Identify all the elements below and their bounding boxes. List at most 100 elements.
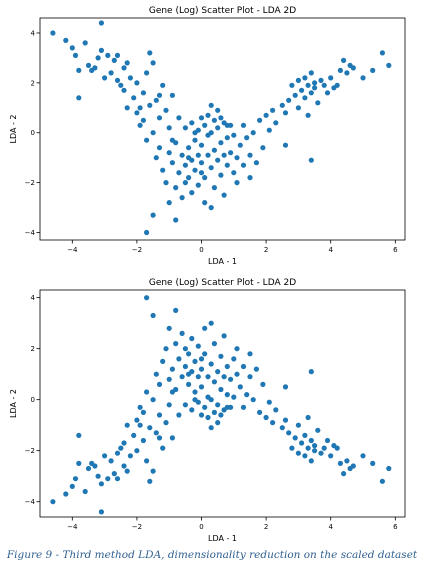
chart1-scatter-point — [182, 162, 188, 168]
chart2-scatter-point — [124, 422, 130, 428]
chart2-scatter-point — [334, 445, 340, 451]
chart2-scatter-point — [173, 341, 179, 347]
chart1-scatter-point — [50, 30, 56, 36]
chart1-x-tick-label: 0 — [199, 246, 203, 254]
chart1-scatter-point — [82, 40, 88, 46]
chart1-scatter-point — [205, 112, 211, 118]
chart1-scatter-point — [137, 105, 143, 111]
chart1-scatter-point — [144, 229, 150, 236]
chart2-scatter-point — [150, 468, 156, 474]
chart2-scatter-point — [198, 412, 205, 418]
chart1-scatter-point — [121, 65, 127, 71]
chart2-scatter-point — [121, 440, 127, 446]
chart1-scatter-point — [76, 67, 82, 73]
chart1-scatter-point — [69, 45, 75, 51]
chart2-scatter-point — [102, 453, 108, 459]
chart1-scatter-point — [173, 185, 179, 191]
chart1-scatter-point — [215, 157, 221, 163]
chart1-x-tick-label: −4 — [67, 246, 78, 254]
chart2-scatter-point — [169, 366, 175, 372]
chart1-scatter-point — [192, 130, 198, 136]
chart1-scatter-point — [305, 112, 311, 118]
chart1-scatter-point — [282, 142, 289, 148]
chart1-scatter-point — [140, 117, 146, 123]
chart1-scatter-point — [308, 70, 314, 76]
chart1-scatter-point — [386, 62, 392, 68]
chart2-scatter-point — [295, 450, 301, 456]
chart1-scatter-point — [250, 130, 256, 136]
chart2-scatter-point — [134, 417, 140, 423]
chart2-scatter-point — [324, 437, 331, 444]
chart1-scatter-point — [92, 65, 98, 71]
chart2-scatter-point — [163, 420, 169, 426]
chart2-x-tick-label: 4 — [328, 523, 333, 531]
chart2-scatter-point — [379, 478, 385, 484]
chart2-scatter-point — [218, 412, 224, 418]
chart1-scatter-point — [379, 50, 385, 56]
chart1-scatter-point — [195, 152, 201, 158]
chart2-scatter-point — [337, 460, 343, 466]
chart2-scatter-point — [147, 478, 153, 484]
chart1-scatter-point — [208, 165, 214, 171]
chart2-scatter-point — [215, 402, 221, 408]
chart2-scatter-point — [308, 369, 314, 375]
chart1-y-tick-label: 4 — [31, 29, 36, 37]
chart1-title: Gene (Log) Scatter Plot - LDA 2D — [149, 6, 296, 16]
chart2-scatter-point — [386, 465, 392, 472]
chart2-scatter-point — [215, 369, 221, 375]
chart1-scatter-point — [179, 195, 185, 201]
chart1-scatter-point — [127, 75, 133, 81]
chart1-scatter-point — [247, 152, 253, 158]
chart2-scatter-point — [253, 366, 259, 372]
chart2-x-tick-label: −4 — [67, 523, 78, 531]
chart1-scatter-point — [169, 137, 175, 143]
chart2-y-tick-label: −2 — [25, 447, 35, 455]
chart2-y-axis-label: LDA - 2 — [9, 389, 18, 418]
chart1-scatter-point — [328, 75, 334, 81]
chart2-scatter-point — [341, 471, 347, 477]
chart1-scatter-point — [312, 85, 318, 91]
chart2-scatter-point — [98, 481, 104, 487]
chart2-scatter-point — [282, 417, 289, 423]
chart1-scatter-point — [186, 175, 192, 181]
chart1-scatter-point — [321, 82, 327, 88]
chart1-scatter-point — [279, 102, 285, 108]
chart1-scatter-point — [102, 75, 108, 81]
chart2-scatter-point — [137, 404, 143, 410]
chart2-scatter-point — [166, 325, 172, 331]
chart1-scatter-point — [286, 97, 292, 103]
chart1-scatter-point — [312, 80, 318, 86]
chart2-scatter-point — [211, 379, 217, 385]
chart2-scatter-point — [360, 453, 366, 459]
chart2-scatter-point — [192, 358, 198, 364]
chart1-scatter-point — [218, 140, 224, 146]
chart2-scatter-point — [211, 409, 217, 415]
chart1-scatter-point — [208, 102, 214, 108]
chart1-scatter-point — [124, 105, 130, 111]
chart2-scatter-point — [205, 394, 211, 400]
chart2-x-tick-label: 6 — [393, 523, 398, 531]
chart2-scatter-point — [308, 437, 314, 444]
chart2-scatter-point — [208, 425, 214, 431]
chart1-scatter-point — [160, 82, 166, 88]
chart1-scatter-point — [253, 160, 259, 166]
chart2-scatter-point — [205, 414, 211, 421]
chart2-scatter-point — [169, 435, 175, 441]
chart2-scatter-point — [305, 445, 311, 451]
chart2-scatter-point — [266, 399, 272, 405]
chart2-scatter-point — [131, 432, 137, 438]
chart1-scatter-point — [240, 162, 247, 168]
chart2-scatter-point — [169, 389, 175, 395]
chart2-scatter-point — [144, 458, 150, 464]
chart1-scatter-point — [186, 145, 192, 151]
chart2-title: Gene (Log) Scatter Plot - LDA 2D — [149, 278, 296, 288]
chart1-scatter-point — [111, 57, 117, 64]
chart1-scatter-point — [211, 117, 217, 123]
chart1-scatter-point — [118, 82, 124, 88]
chart1-scatter-point — [208, 205, 214, 211]
chart1-scatter-point — [205, 132, 211, 138]
chart1-scatter-point — [341, 57, 347, 64]
chart1-scatter-point — [260, 145, 266, 151]
chart2-scatter-point — [144, 295, 150, 301]
chart1-scatter-point — [114, 77, 121, 83]
